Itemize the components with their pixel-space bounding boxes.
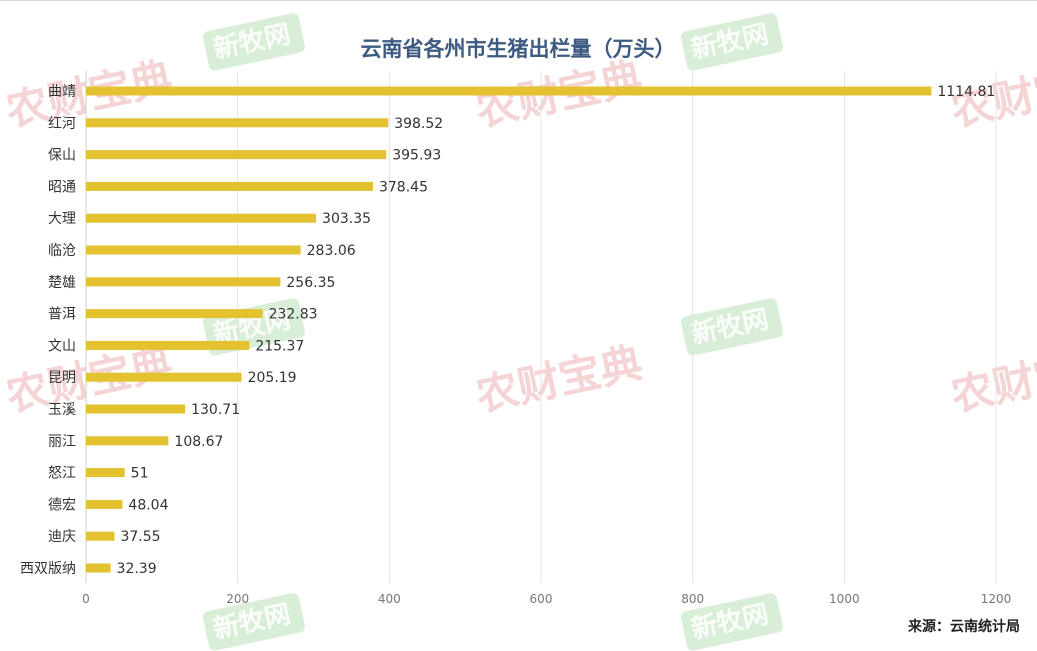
watermark-green-4: 新牧网 [202, 593, 305, 651]
watermark-red-4: 农财宝典 [472, 338, 647, 421]
x-axis-ticks: 0 200 400 600 800 1000 1200 [82, 592, 1011, 606]
bar [86, 245, 301, 255]
bar [86, 181, 373, 191]
bar [86, 213, 317, 223]
category-label: 楚雄 [48, 275, 76, 291]
category-label: 曲靖 [48, 84, 76, 100]
bar [86, 372, 242, 382]
value-label: 1114.81 [937, 84, 995, 100]
value-label: 283.06 [307, 243, 356, 259]
value-label: 232.83 [269, 307, 318, 323]
bar [86, 436, 169, 446]
bar [86, 563, 111, 573]
bar [86, 150, 387, 160]
category-label: 怒江 [48, 466, 76, 482]
x-tick-label: 400 [378, 592, 401, 606]
bar [86, 499, 123, 509]
bar [86, 309, 263, 319]
value-label: 303.35 [322, 211, 371, 227]
bar [86, 118, 389, 128]
x-tick-label: 1200 [981, 592, 1012, 606]
category-label: 丽江 [48, 434, 76, 450]
value-label: 130.71 [191, 402, 240, 418]
watermark-red-5: 农财宝典 [947, 338, 1037, 421]
bar [86, 404, 186, 414]
bar [86, 277, 281, 287]
category-label: 大理 [48, 211, 76, 227]
value-label: 215.37 [255, 338, 304, 354]
category-label: 临沧 [48, 242, 76, 259]
bars-group [86, 86, 932, 573]
value-label: 256.35 [286, 275, 335, 291]
category-label: 西双版纳 [20, 561, 76, 577]
watermark-green-1: 新牧网 [680, 13, 783, 71]
category-label: 红河 [48, 116, 76, 132]
chart-title: 云南省各州市生猪出栏量（万头） [361, 37, 676, 61]
x-tick-label: 600 [530, 592, 553, 606]
x-tick-label: 0 [82, 592, 90, 606]
value-label: 395.93 [392, 148, 441, 164]
value-label: 205.19 [248, 370, 297, 386]
category-label: 迪庆 [48, 529, 76, 545]
x-tick-label: 800 [681, 592, 704, 606]
value-labels: 1114.81 398.52 395.93 378.45 303.35 283.06 256… [117, 84, 996, 577]
category-label: 玉溪 [48, 402, 76, 418]
bar [86, 531, 115, 541]
value-label: 378.45 [379, 179, 428, 195]
value-label: 108.67 [174, 434, 223, 450]
value-label: 37.55 [120, 529, 160, 545]
bar [86, 86, 932, 96]
value-label: 398.52 [394, 116, 443, 132]
category-label: 普洱 [48, 307, 76, 323]
watermark-green-0: 新牧网 [202, 13, 305, 71]
x-tick-label: 200 [226, 592, 249, 606]
bar [86, 468, 125, 478]
value-label: 32.39 [117, 561, 157, 577]
x-tick-label: 1000 [829, 592, 860, 606]
watermark-green-3: 新牧网 [680, 298, 783, 356]
category-label: 德宏 [48, 497, 76, 513]
value-label: 48.04 [128, 497, 168, 513]
category-label: 昭通 [48, 179, 76, 195]
value-label: 51 [131, 466, 149, 482]
source-note: 来源：云南统计局 [907, 618, 1020, 635]
category-label: 昆明 [48, 370, 76, 386]
category-label: 保山 [48, 148, 76, 164]
bar [86, 340, 250, 350]
category-label: 文山 [48, 338, 76, 354]
watermark-layer: 农财宝典 农财宝典 农财宝典农财宝典 农财宝典 农财宝典新牧网 新牧网新牧网 新牧网新牧网新… [2, 13, 1037, 651]
